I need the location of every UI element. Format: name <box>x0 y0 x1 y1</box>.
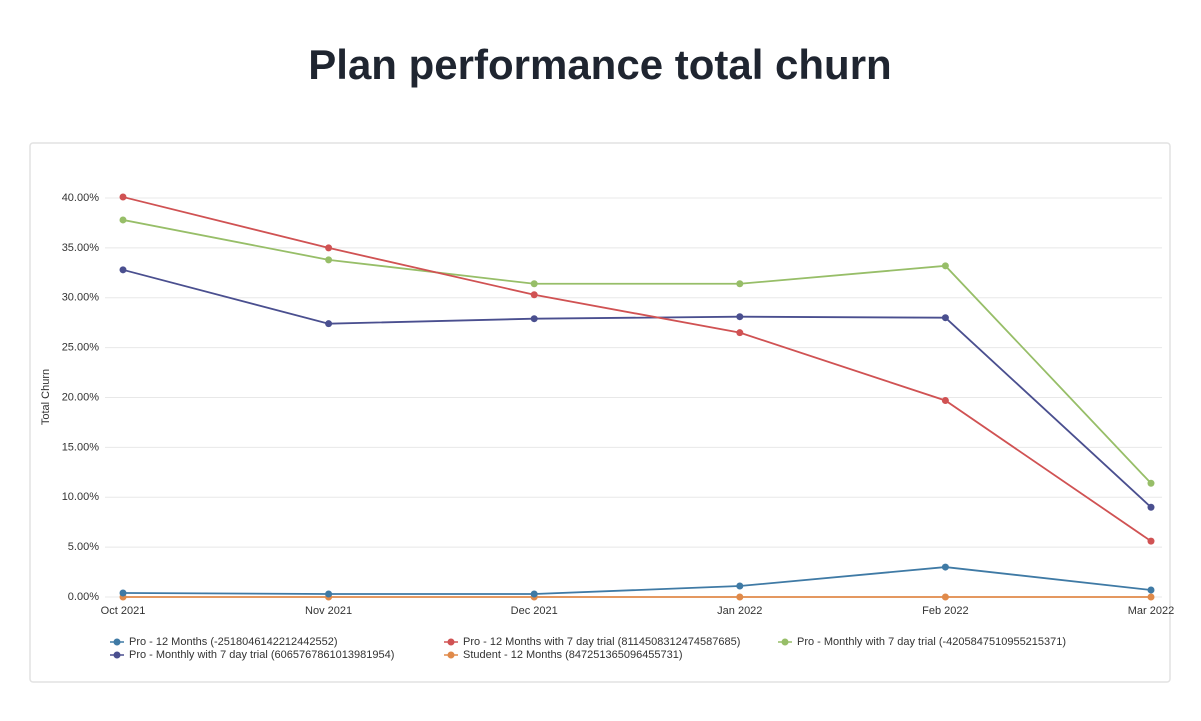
series-line <box>122 219 1152 484</box>
y-tick-label: 25.00% <box>62 342 100 354</box>
data-point <box>1147 593 1155 601</box>
data-point <box>325 320 333 328</box>
x-tick-label: Mar 2022 <box>1128 605 1174 617</box>
y-tick-label: 30.00% <box>62 292 100 304</box>
legend-swatch <box>447 651 455 659</box>
data-point <box>941 593 949 601</box>
legend-label: Pro - 12 Months with 7 day trial (811450… <box>463 636 740 648</box>
legend-swatch <box>113 651 121 659</box>
legend-label: Pro - Monthly with 7 day trial (-4205847… <box>797 636 1066 648</box>
chart-title: Plan performance total churn <box>308 41 891 88</box>
legend-swatch <box>781 638 789 646</box>
data-point <box>1147 537 1155 545</box>
data-point <box>941 262 949 270</box>
y-tick-label: 0.00% <box>68 591 99 603</box>
data-point <box>530 291 538 299</box>
data-point <box>736 329 744 337</box>
data-point <box>119 266 127 274</box>
data-point <box>530 315 538 323</box>
x-tick-label: Nov 2021 <box>305 605 352 617</box>
y-tick-label: 35.00% <box>62 242 100 254</box>
y-tick-label: 5.00% <box>68 541 99 553</box>
data-point <box>736 280 744 288</box>
series-line <box>122 566 1152 595</box>
series-line <box>122 196 1152 542</box>
data-point <box>530 280 538 288</box>
data-point <box>941 563 949 571</box>
x-tick-label: Dec 2021 <box>511 605 558 617</box>
legend-label: Pro - 12 Months (-2518046142212442552) <box>129 636 338 648</box>
data-point <box>736 593 744 601</box>
data-point <box>1147 503 1155 511</box>
series-line <box>122 268 1152 508</box>
data-point <box>530 590 538 598</box>
data-point <box>325 256 333 264</box>
data-point <box>325 590 333 598</box>
data-point <box>736 313 744 321</box>
data-point <box>941 314 949 322</box>
data-point <box>1147 479 1155 487</box>
y-tick-label: 40.00% <box>62 192 100 204</box>
data-point <box>325 244 333 252</box>
data-point <box>941 396 949 404</box>
y-tick-label: 10.00% <box>62 491 100 503</box>
data-point <box>119 216 127 224</box>
data-point <box>119 589 127 597</box>
legend-swatch <box>447 638 455 646</box>
x-tick-label: Oct 2021 <box>101 605 146 617</box>
x-tick-label: Jan 2022 <box>717 605 762 617</box>
y-axis-label: Total Churn <box>40 369 52 425</box>
x-tick-label: Feb 2022 <box>922 605 968 617</box>
y-tick-label: 20.00% <box>62 391 100 403</box>
data-point <box>119 193 127 201</box>
y-tick-label: 15.00% <box>62 441 100 453</box>
data-point <box>736 582 744 590</box>
legend-label: Student - 12 Months (847251365096455731) <box>463 649 683 661</box>
legend-swatch <box>113 638 121 646</box>
legend-label: Pro - Monthly with 7 day trial (60657678… <box>129 649 394 661</box>
chart-card <box>29 142 1171 683</box>
data-point <box>1147 586 1155 594</box>
